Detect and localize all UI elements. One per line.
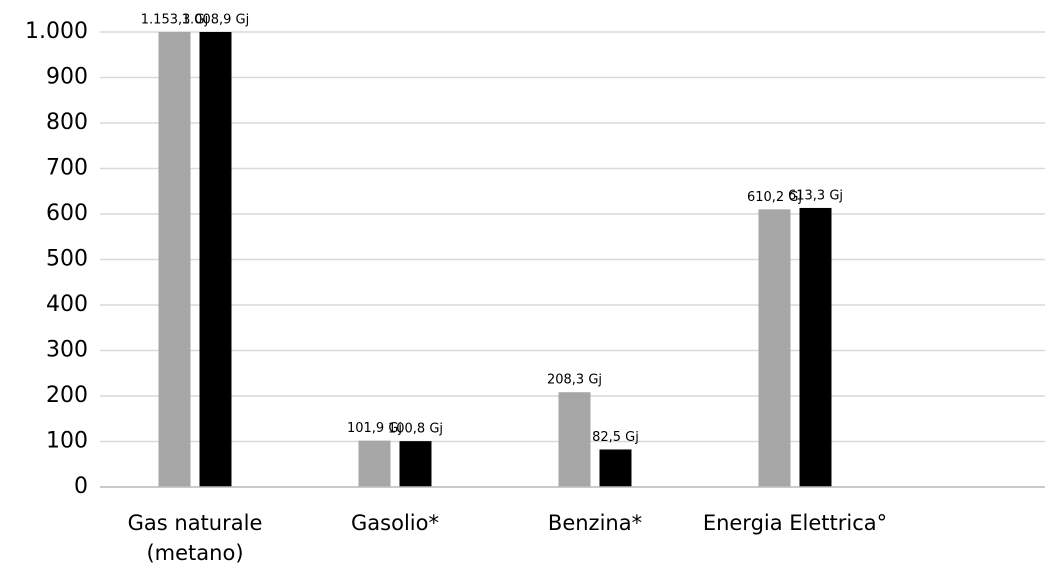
value-label: 1.008,9 Gj bbox=[182, 13, 249, 28]
value-label: 82,5 Gj bbox=[592, 430, 639, 445]
bar bbox=[558, 392, 591, 487]
plot-area bbox=[158, 32, 832, 488]
bar bbox=[199, 32, 232, 487]
bar bbox=[358, 440, 391, 487]
value-label: 208,3 Gj bbox=[547, 373, 602, 388]
bar bbox=[158, 32, 191, 488]
y-tick-label: 400 bbox=[46, 292, 88, 317]
x-tick-label: Benzina* bbox=[547, 511, 643, 535]
y-tick-label: 800 bbox=[46, 110, 88, 135]
y-tick-label: 100 bbox=[46, 429, 88, 454]
value-label: 613,3 Gj bbox=[788, 188, 843, 203]
value-label: 100,8 Gj bbox=[388, 422, 443, 437]
x-tick-label: Gas naturale (metano) bbox=[127, 511, 263, 565]
y-tick-label: 900 bbox=[46, 65, 88, 90]
y-tick-label: 200 bbox=[46, 383, 88, 408]
bar bbox=[758, 209, 791, 487]
x-tick-label: Energia Elettrica° bbox=[702, 511, 888, 535]
value-label: 1.153,3 Gj bbox=[141, 13, 208, 28]
value-label: 101,9 Gj bbox=[347, 421, 402, 436]
y-tick-label: 700 bbox=[46, 156, 88, 181]
bar bbox=[799, 207, 832, 488]
y-tick-label: 1.000 bbox=[25, 19, 88, 44]
y-tick-label: 300 bbox=[46, 338, 88, 363]
y-tick-label: 600 bbox=[46, 201, 88, 226]
y-tick-label: 0 bbox=[74, 474, 88, 499]
bar bbox=[599, 449, 632, 487]
value-label: 610,2 Gj bbox=[747, 190, 802, 205]
y-tick-label: 500 bbox=[46, 247, 88, 272]
bar bbox=[399, 441, 432, 487]
x-tick-label: Gasolio* bbox=[351, 511, 439, 535]
